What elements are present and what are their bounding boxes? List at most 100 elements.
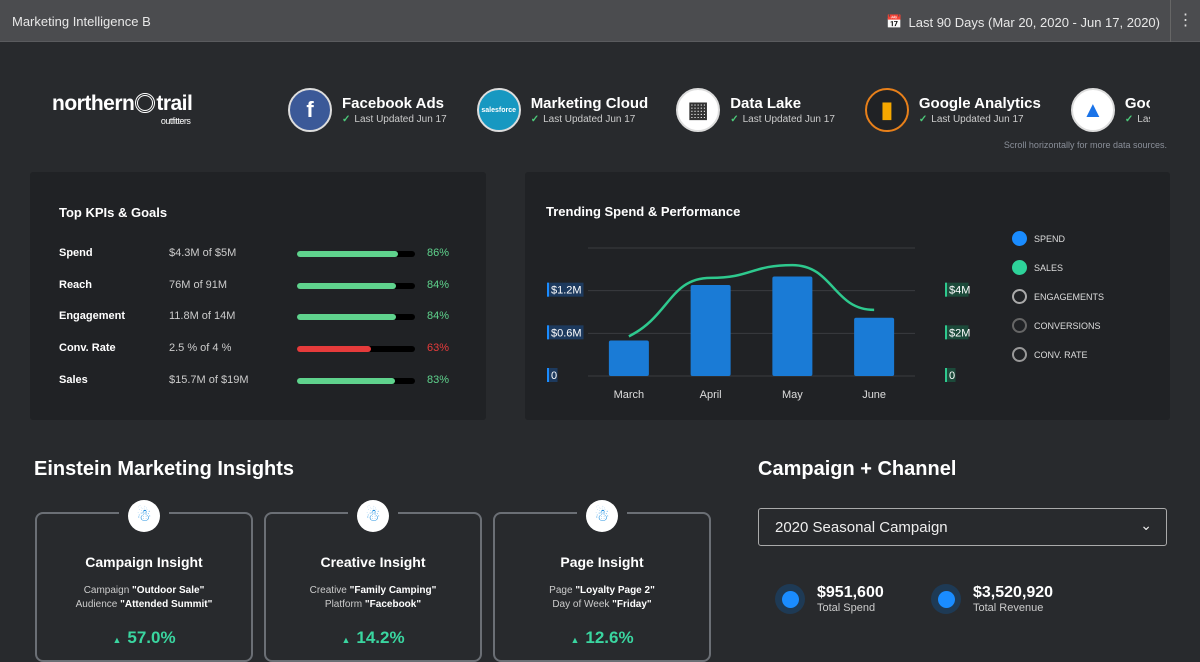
legend-label: ENGAGEMENTS [1034,291,1105,302]
kpi-value: 2.5 % of 4 % [169,342,232,355]
kpi-label: Spend [59,247,93,259]
campaign-select[interactable]: 2020 Seasonal Campaign ⌄ [758,508,1167,546]
left-tick-bg [547,282,584,297]
x-tick-label: June [862,389,886,401]
einstein-icon: ☃ [128,500,160,532]
kpi-label: Sales [59,373,88,386]
right-tick-label: $2M [949,327,970,339]
kpi-row: Engagement 11.8M of 14M 84% [59,310,459,326]
data-source-item[interactable]: ▦ Data Lake ✓ Last Updated Jun 17 [676,87,835,133]
kpi-row: Reach 76M of 91M 84% [59,279,459,295]
kpi-progress-bar [297,377,415,384]
kpi-progress-fill [297,282,397,289]
right-tick-bg [945,325,969,340]
legend-dot-icon [1012,347,1027,362]
insight-key: Platform [324,599,365,610]
source-updated: Last Updated Jun 17 [354,114,447,125]
einstein-icon: ☃ [357,500,389,532]
left-tick-label: 0 [551,370,557,382]
insight-lift: ▲ 57.0% [37,628,251,648]
source-status: ✓Last Updated Jun 17 [730,114,835,125]
total-spend: $951,600 Total Spend [775,584,884,614]
right-tick-label: $4M [949,285,970,297]
source-updated: Last Updated Jun 17 [1137,114,1150,125]
left-tick-label: $1.2M [551,285,582,297]
kebab-icon[interactable]: ⋮ [1170,0,1200,42]
legend-label: CONVERSIONS [1034,320,1101,331]
left-tick-marker [547,325,549,340]
spend-bar [772,276,813,376]
kpi-row: Sales $15.7M of $19M 83% [59,374,459,390]
spend-bar [690,284,731,376]
data-source-item[interactable]: salesforce Marketing Cloud ✓ Last Updated J… [476,87,649,133]
right-tick-label: 0 [949,370,955,382]
kpi-value: $4.3M of $5M [169,247,237,259]
chart-title: Trending Spend & Performance [546,204,741,219]
insight-card[interactable]: ☃ Creative Insight Creative "Family Campin… [264,500,482,662]
legend-item[interactable]: CONV. RATE [1012,340,1104,369]
spend-bar [608,340,649,376]
legend-dot-icon [1012,289,1027,304]
kpi-progress-bar [297,282,415,289]
brand-sub: outfitters [160,116,191,126]
total-revenue: $3,520,920 Total Revenue [931,584,1053,614]
insight-card[interactable]: ☃ Page Insight Page "Loyalty Page 2" Day of… [493,500,711,662]
right-tick-bg [945,368,956,382]
right-tick-marker [945,325,947,340]
insight-lift: ▲ 14.2% [266,628,480,648]
kpi-row: Conv. Rate 2.5 % of 4 % 63% [59,342,459,358]
source-name: Google Analytics [918,95,1041,112]
data-source-item[interactable]: ▮ Google Analytics ✓ Last Updated Jun 17 [864,87,1041,133]
kpi-progress-bar [297,346,415,353]
legend-item[interactable]: CONVERSIONS [1012,311,1104,340]
left-tick-bg [547,325,584,340]
kpis-card: Top KPIs & Goals Spend $4.3M of $5M 86% Rea… [30,172,486,420]
brand-name-right: trail [156,92,193,115]
right-tick-marker [945,282,947,297]
source-name: Google Ads [1124,95,1150,112]
insight-detail: Creative "Family Camping" Platform "Faceb… [266,584,480,612]
brand-name-left: northern [52,92,135,115]
insight-card[interactable]: ☃ Campaign Insight Campaign "Outdoor Sale"… [35,500,253,662]
kpi-progress-fill [297,314,397,321]
kpi-value: 76M of 91M [169,278,228,291]
left-tick-marker [547,282,549,297]
legend-item[interactable]: SALES [1012,253,1104,282]
legend-label: SPEND [1034,233,1066,244]
data-sources-strip[interactable]: f Facebook Ads ✓ Last Updated Jun 17 salesfo… [288,87,1150,133]
source-logo-icon: ▮ [864,88,909,132]
brand-logo: northern trail outfitters [52,92,193,126]
insight-value: "Family Camping" [349,585,437,596]
kpi-progress-bar [297,314,415,321]
up-arrow-icon: ▲ [341,635,351,645]
insight-title: Creative Insight [320,554,426,570]
source-logo-icon: ▲ [1070,88,1115,132]
campaign-select-value: 2020 Seasonal Campaign [775,519,948,536]
legend-item[interactable]: SPEND [1012,224,1104,253]
einstein-badge: ☃ [577,500,627,532]
data-source-item[interactable]: f Facebook Ads ✓ Last Updated Jun 17 [288,87,447,133]
legend-dot-icon [1012,231,1027,246]
insight-percent: 12.6% [585,628,634,647]
right-tick-bg [945,282,969,297]
up-arrow-icon: ▲ [112,635,122,645]
calendar-icon: 📅 [886,14,903,29]
einstein-badge: ☃ [119,500,169,532]
kpi-progress-fill [297,346,372,353]
source-status: ✓Last Updated Jun 17 [531,114,649,125]
source-name: Marketing Cloud [530,95,649,112]
x-tick-label: May [782,389,803,401]
left-tick-marker [547,368,549,382]
source-logo-icon: ▦ [676,88,721,132]
legend-item[interactable]: ENGAGEMENTS [1012,282,1104,311]
check-icon: ✓ [342,114,351,125]
legend-dot-icon [1012,260,1027,275]
spend-bar [854,317,895,376]
total-revenue-label: Total Revenue [973,602,1044,614]
scroll-note: Scroll horizontally for more data source… [1003,140,1167,150]
total-spend-value: $951,600 [817,584,884,601]
x-tick-label: April [700,389,722,401]
total-revenue-value: $3,520,920 [973,584,1054,601]
date-range-picker[interactable]: 📅 Last 90 Days (Mar 20, 2020 - Jun 17, 2… [886,14,1160,30]
data-source-item[interactable]: ▲ Google Ads ✓Last Updated Jun 17 [1070,87,1150,133]
